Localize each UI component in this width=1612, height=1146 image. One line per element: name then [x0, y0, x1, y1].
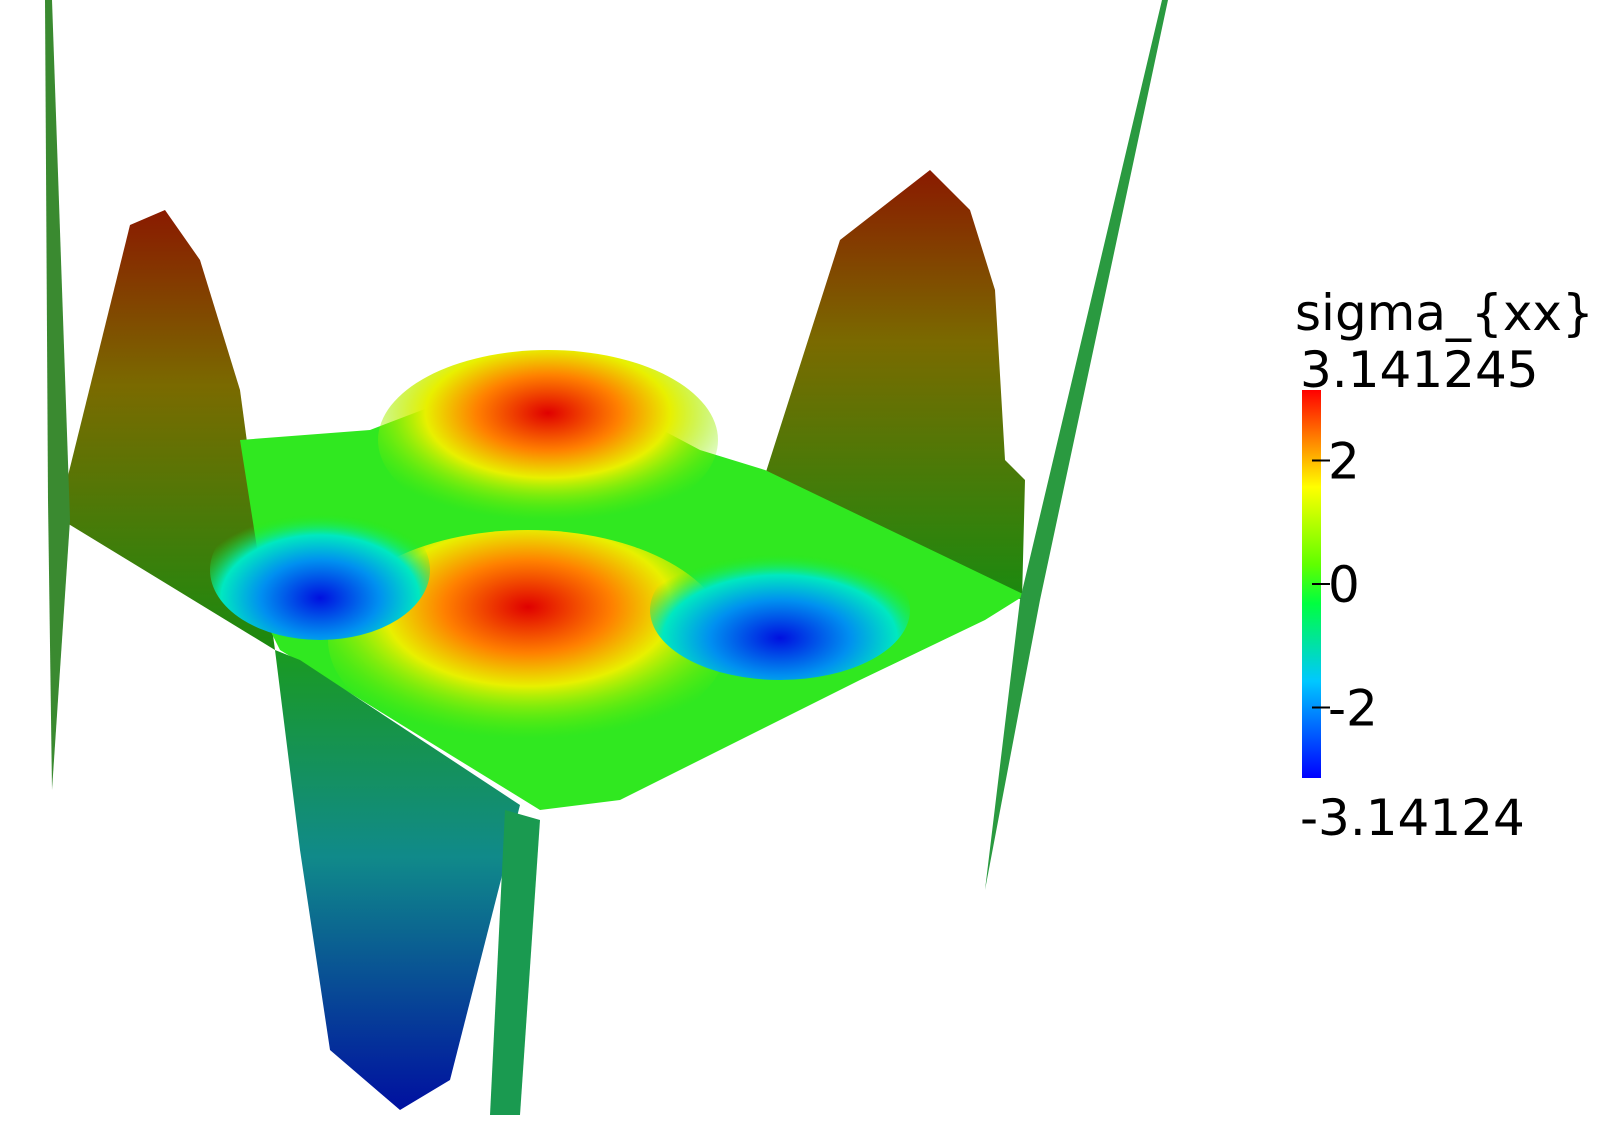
color-bar — [1302, 390, 1321, 778]
surface — [45, 0, 1168, 1115]
tick-label: -2 — [1328, 680, 1378, 738]
legend-title: sigma_{xx} — [1295, 284, 1594, 342]
tick-label: 2 — [1328, 432, 1360, 490]
legend-max-label: 3.141245 — [1300, 341, 1539, 399]
legend-min-label: -3.14124 — [1300, 789, 1525, 847]
tick-label: 0 — [1328, 556, 1360, 614]
